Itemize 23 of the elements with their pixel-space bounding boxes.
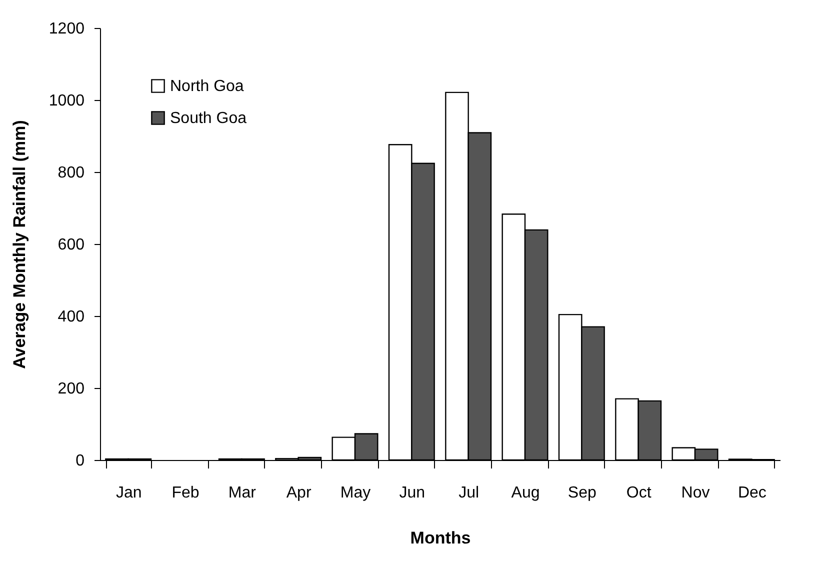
x-tick-label: Feb [172,484,200,502]
x-tick-label: Sep [568,484,597,502]
x-tick-label: Jun [399,484,426,502]
y-tick-label: 0 [76,452,85,470]
x-tick-label: May [340,484,371,502]
y-tick-label: 1200 [48,20,85,38]
x-tick-label: Jan [116,484,142,502]
y-tick-label: 400 [58,308,85,326]
x-tick-label: Dec [738,484,766,502]
y-tick-label: 600 [58,236,85,254]
x-tick-label: Aug [511,484,540,502]
x-tick-label: Nov [681,484,710,502]
y-tick-label: 1000 [48,92,85,110]
x-tick-label: Oct [626,484,652,502]
x-tick-label: Jul [458,484,480,502]
x-tick-label: Mar [228,484,257,502]
legend-label: South Goa [170,110,247,127]
y-tick-label: 200 [58,380,85,398]
legend-label: North Goa [170,78,244,95]
x-tick-label: Apr [286,484,312,502]
x-axis-title: Months [410,528,471,548]
y-tick-label: 800 [58,164,85,182]
y-axis-title: Average Monthly Rainfall (mm) [10,120,29,369]
